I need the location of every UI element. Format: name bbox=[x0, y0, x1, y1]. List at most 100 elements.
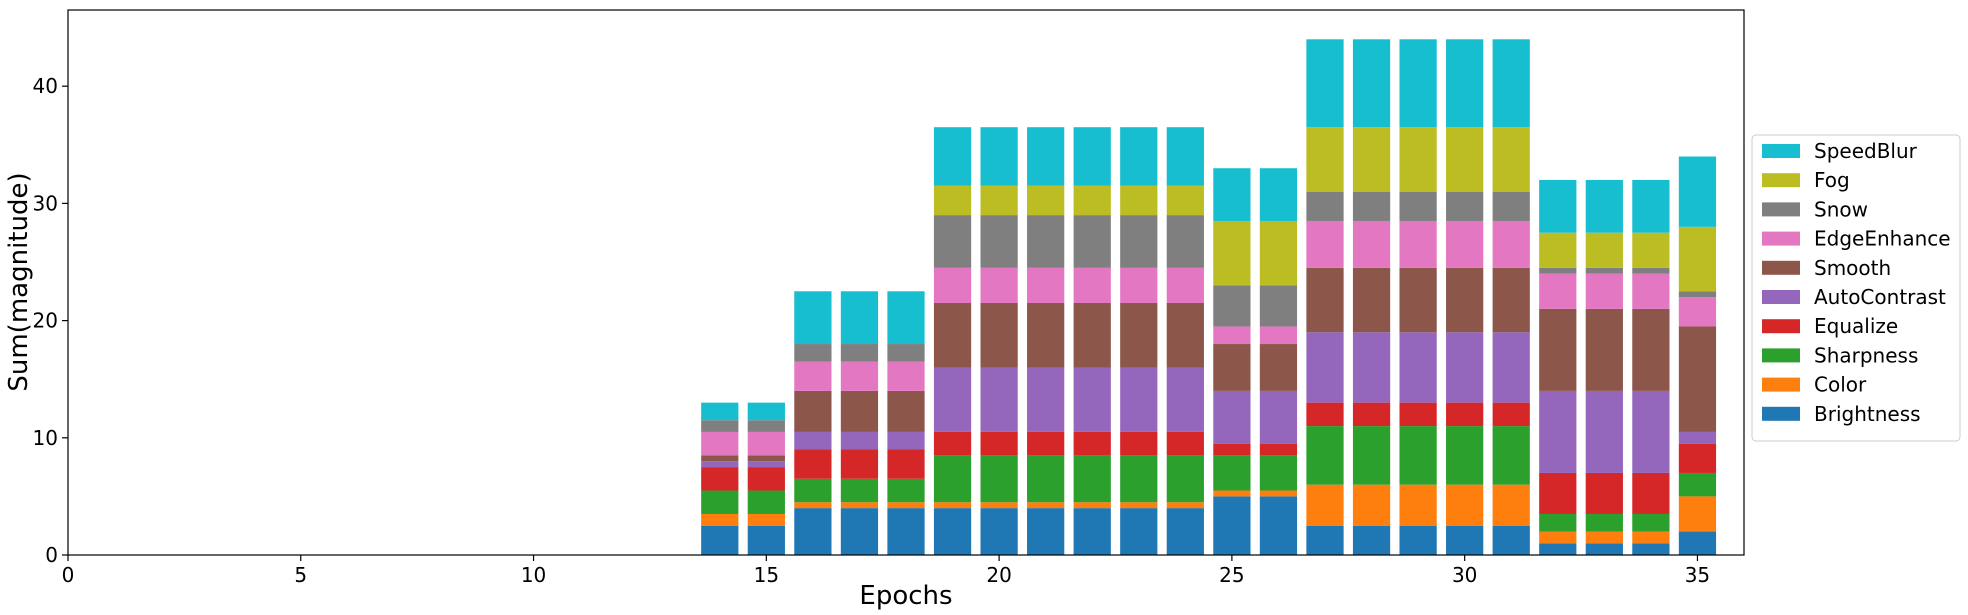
bar-segment-autocontrast-epoch-34 bbox=[1632, 390, 1670, 473]
bar-segment-fog-epoch-20 bbox=[980, 185, 1018, 216]
bar-segment-color-epoch-15 bbox=[747, 513, 785, 526]
bar-segment-speedblur-epoch-34 bbox=[1632, 179, 1670, 233]
bar-segment-snow-epoch-30 bbox=[1446, 191, 1484, 221]
bar-segment-speedblur-epoch-28 bbox=[1352, 39, 1391, 128]
bar-segment-smooth-epoch-24 bbox=[1166, 303, 1204, 368]
bar-segment-snow-epoch-14 bbox=[701, 420, 739, 432]
bar-segment-equalize-epoch-30 bbox=[1446, 402, 1484, 427]
bar-segment-edgeenhance-epoch-23 bbox=[1120, 267, 1158, 304]
x-tick-label: 5 bbox=[294, 563, 307, 587]
x-axis: 0 5 10 15 20 25 30 35 bbox=[62, 555, 1710, 587]
bar-segment-color-epoch-26 bbox=[1259, 490, 1298, 497]
x-tick-label: 30 bbox=[1452, 563, 1477, 587]
bar-segment-brightness-epoch-29 bbox=[1399, 525, 1437, 555]
bar-segment-snow-epoch-34 bbox=[1632, 267, 1670, 274]
bar-segment-autocontrast-epoch-33 bbox=[1585, 390, 1623, 473]
bar-segment-color-epoch-21 bbox=[1027, 502, 1065, 509]
bar-segment-sharpness-epoch-31 bbox=[1492, 426, 1530, 485]
bar-segment-smooth-epoch-23 bbox=[1120, 303, 1158, 368]
bar-segment-autocontrast-epoch-30 bbox=[1446, 332, 1484, 403]
bar-segment-color-epoch-14 bbox=[701, 513, 739, 526]
bar-segment-color-epoch-22 bbox=[1073, 502, 1111, 509]
bar-segment-smooth-epoch-20 bbox=[980, 303, 1018, 368]
bar-segment-smooth-epoch-33 bbox=[1585, 308, 1623, 391]
bar-segment-fog-epoch-31 bbox=[1492, 127, 1530, 192]
legend: SpeedBlur Fog Snow EdgeEnhance Smooth AutoCon… bbox=[1751, 134, 1961, 442]
bar-segment-equalize-epoch-28 bbox=[1352, 402, 1391, 427]
y-tick-label: 20 bbox=[33, 309, 58, 333]
bar-segment-smooth-epoch-27 bbox=[1306, 267, 1344, 333]
bar-segment-brightness-epoch-22 bbox=[1073, 508, 1111, 555]
bar-segment-color-epoch-32 bbox=[1539, 531, 1577, 544]
bar-segment-edgeenhance-epoch-29 bbox=[1399, 220, 1437, 268]
bar-segment-edgeenhance-epoch-18 bbox=[887, 361, 925, 391]
bar-segment-fog-epoch-30 bbox=[1446, 127, 1484, 192]
x-tick-label: 0 bbox=[62, 563, 75, 587]
bar-segment-smooth-epoch-30 bbox=[1446, 267, 1484, 333]
bar-segment-sharpness-epoch-19 bbox=[933, 455, 972, 503]
bar-segment-color-epoch-23 bbox=[1120, 502, 1158, 509]
bar-segment-sharpness-epoch-33 bbox=[1585, 513, 1623, 532]
bar-segment-brightness-epoch-23 bbox=[1120, 508, 1158, 555]
bar-segment-autocontrast-epoch-23 bbox=[1120, 367, 1158, 432]
bar-segment-snow-epoch-29 bbox=[1399, 191, 1437, 221]
bar-segment-fog-epoch-28 bbox=[1352, 127, 1391, 192]
bar-segment-edgeenhance-epoch-17 bbox=[840, 361, 879, 391]
bar-segment-autocontrast-epoch-27 bbox=[1306, 332, 1344, 403]
bar-segment-snow-epoch-18 bbox=[887, 344, 925, 362]
bar-segment-equalize-epoch-19 bbox=[933, 431, 972, 456]
bar-segment-snow-epoch-15 bbox=[747, 420, 785, 432]
bar-segment-fog-epoch-19 bbox=[933, 185, 972, 216]
bar-segment-color-epoch-24 bbox=[1166, 502, 1204, 509]
bar-segment-autocontrast-epoch-26 bbox=[1259, 390, 1298, 444]
bar-segment-sharpness-epoch-23 bbox=[1120, 455, 1158, 503]
bar-segment-sharpness-epoch-21 bbox=[1027, 455, 1065, 503]
legend-swatch-sharpness bbox=[1762, 348, 1800, 363]
bar-segment-color-epoch-17 bbox=[840, 502, 879, 509]
bar-segment-equalize-epoch-20 bbox=[980, 431, 1018, 456]
legend-swatch-autocontrast bbox=[1762, 290, 1800, 304]
legend-swatch-snow bbox=[1762, 202, 1800, 217]
bar-segment-color-epoch-29 bbox=[1399, 484, 1437, 526]
bar-segment-edgeenhance-epoch-24 bbox=[1166, 267, 1204, 304]
bar-segment-equalize-epoch-16 bbox=[794, 449, 832, 479]
bar-segment-autocontrast-epoch-32 bbox=[1539, 390, 1577, 473]
legend-swatch-equalize bbox=[1762, 319, 1800, 334]
bar-segment-brightness-epoch-33 bbox=[1585, 543, 1623, 555]
legend-swatch-brightness bbox=[1762, 406, 1800, 421]
bar-segment-snow-epoch-16 bbox=[794, 344, 832, 362]
bar-segment-edgeenhance-epoch-31 bbox=[1492, 220, 1530, 268]
bar-segment-smooth-epoch-32 bbox=[1539, 308, 1577, 391]
bar-segment-autocontrast-epoch-20 bbox=[980, 367, 1018, 432]
bar-segment-speedblur-epoch-30 bbox=[1446, 39, 1484, 128]
bar-segment-sharpness-epoch-30 bbox=[1446, 426, 1484, 485]
x-tick-label: 10 bbox=[521, 563, 546, 587]
bar-segment-snow-epoch-27 bbox=[1306, 191, 1344, 221]
bar-segment-brightness-epoch-27 bbox=[1306, 525, 1344, 555]
bar-segment-speedblur-epoch-35 bbox=[1678, 156, 1717, 227]
bar-segment-snow-epoch-25 bbox=[1213, 285, 1251, 327]
bar-segment-speedblur-epoch-17 bbox=[840, 291, 879, 345]
bar-segment-fog-epoch-24 bbox=[1166, 185, 1204, 216]
bar-segment-color-epoch-31 bbox=[1492, 484, 1530, 526]
bar-segment-equalize-epoch-15 bbox=[747, 467, 785, 491]
bar-segment-autocontrast-epoch-24 bbox=[1166, 367, 1204, 432]
bar-segment-equalize-epoch-18 bbox=[887, 449, 925, 479]
bar-segment-autocontrast-epoch-14 bbox=[701, 461, 739, 468]
bar-segment-color-epoch-19 bbox=[933, 502, 972, 509]
bar-segment-fog-epoch-35 bbox=[1678, 226, 1717, 292]
bar-segment-autocontrast-epoch-25 bbox=[1213, 390, 1251, 444]
bar-segment-equalize-epoch-31 bbox=[1492, 402, 1530, 427]
bar-segment-snow-epoch-28 bbox=[1352, 191, 1391, 221]
bar-segment-color-epoch-16 bbox=[794, 502, 832, 509]
bar-segment-edgeenhance-epoch-28 bbox=[1352, 220, 1391, 268]
bar-segment-fog-epoch-33 bbox=[1585, 232, 1623, 268]
bar-segment-equalize-epoch-14 bbox=[701, 467, 739, 491]
bar-segment-snow-epoch-33 bbox=[1585, 267, 1623, 274]
bar-segment-color-epoch-35 bbox=[1678, 496, 1717, 532]
bar-segment-equalize-epoch-27 bbox=[1306, 402, 1344, 427]
bar-segment-equalize-epoch-21 bbox=[1027, 431, 1065, 456]
bar-segment-snow-epoch-23 bbox=[1120, 215, 1158, 268]
bar-segment-snow-epoch-24 bbox=[1166, 215, 1204, 268]
